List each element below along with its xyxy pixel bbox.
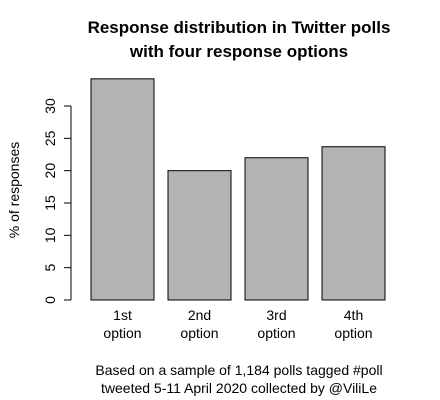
bar xyxy=(90,78,155,301)
chart-caption: Based on a sample of 1,184 polls tagged … xyxy=(95,362,382,396)
y-tick-label: 15 xyxy=(42,195,58,211)
bar xyxy=(167,170,232,301)
y-axis-label: % of responses xyxy=(6,142,22,239)
chart-title: Response distribution in Twitter polls w… xyxy=(88,18,391,61)
caption-line-1: Based on a sample of 1,184 polls tagged … xyxy=(95,362,382,378)
bar xyxy=(244,157,309,301)
y-tick-label: 10 xyxy=(42,227,58,243)
x-tick-label: 2nd xyxy=(188,307,211,323)
x-tick-label: option xyxy=(257,325,295,341)
x-tick-label: 3rd xyxy=(266,307,286,323)
caption-line-2: tweeted 5-11 April 2020 collected by @Vi… xyxy=(101,380,377,396)
y-tick-label: 30 xyxy=(42,98,58,114)
bars xyxy=(90,78,386,301)
y-tick-label: 20 xyxy=(42,163,58,179)
x-tick-label: option xyxy=(180,325,218,341)
y-tick-label: 25 xyxy=(42,130,58,146)
chart-title-line-1: Response distribution in Twitter polls xyxy=(88,18,391,37)
chart-title-line-2: with four response options xyxy=(129,42,348,61)
y-tick-label: 0 xyxy=(42,296,58,304)
x-tick-label: 1st xyxy=(113,307,132,323)
x-tick-label: option xyxy=(103,325,141,341)
y-axis: 0 5 10 15 20 25 30 xyxy=(42,98,72,304)
x-axis-labels: 1st option 2nd option 3rd option 4th option xyxy=(103,307,372,341)
x-tick-label: 4th xyxy=(344,307,363,323)
bar xyxy=(321,146,386,301)
y-tick-label: 5 xyxy=(42,264,58,272)
x-tick-label: option xyxy=(334,325,372,341)
